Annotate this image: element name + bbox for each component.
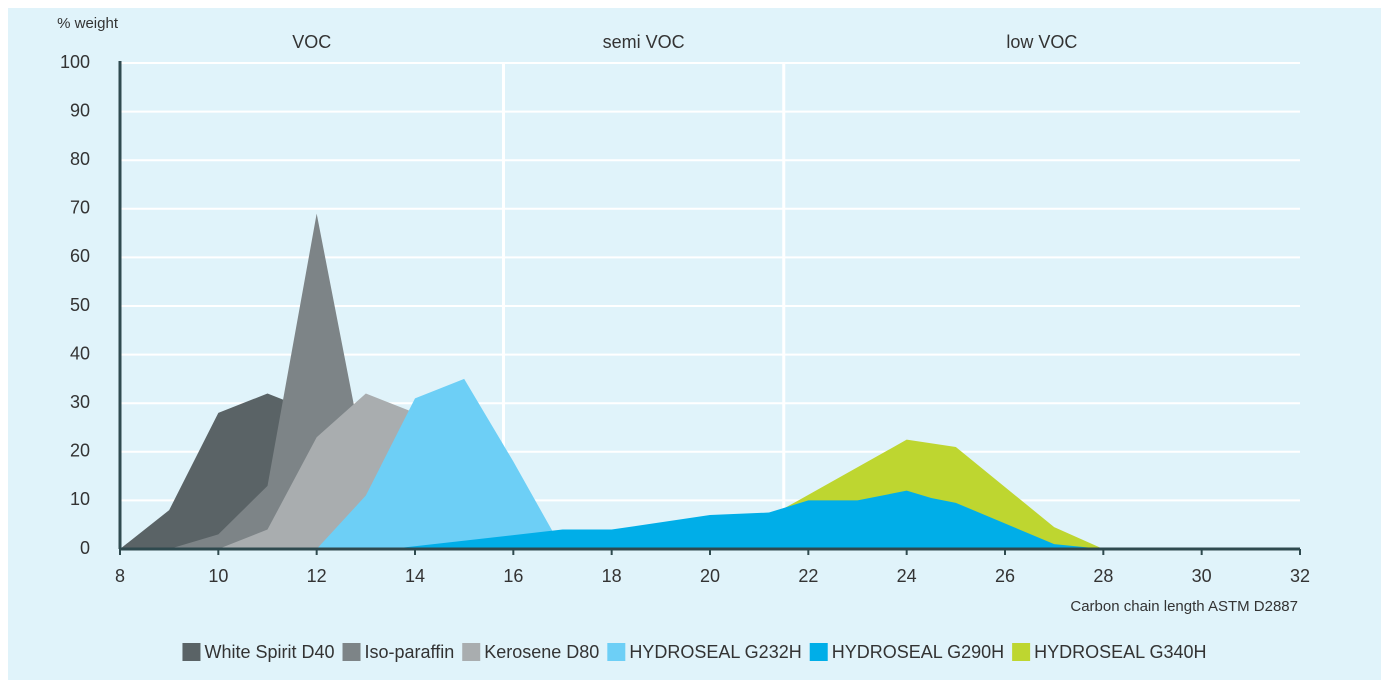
area xyxy=(390,490,1104,549)
legend-swatch xyxy=(1012,643,1031,661)
x-tick-label: 26 xyxy=(995,566,1015,586)
x-tick-label: 12 xyxy=(307,566,327,586)
y-tick-label: 40 xyxy=(70,343,90,363)
y-tick-label: 70 xyxy=(70,198,90,218)
region-label: VOC xyxy=(292,32,331,52)
legend-item: Kerosene D80 xyxy=(462,642,599,662)
x-axis-title: Carbon chain length ASTM D2887 xyxy=(1070,598,1298,615)
legend-swatch xyxy=(182,643,201,661)
x-tick-label: 24 xyxy=(897,566,917,586)
x-tick-label: 16 xyxy=(503,566,523,586)
y-tick-label: 90 xyxy=(70,100,90,120)
x-tick-label: 30 xyxy=(1192,566,1212,586)
y-tick-label: 80 xyxy=(70,149,90,169)
legend-label: Kerosene D80 xyxy=(484,642,599,662)
x-tick-label: 20 xyxy=(700,566,720,586)
x-tick-label: 8 xyxy=(115,566,125,586)
y-tick-label: 0 xyxy=(80,538,90,558)
region-label: low VOC xyxy=(1006,32,1077,52)
areas xyxy=(120,213,1104,549)
legend-swatch xyxy=(342,643,361,661)
y-tick-label: 50 xyxy=(70,295,90,315)
legend-label: HYDROSEAL G232H xyxy=(629,642,801,662)
x-tick-label: 18 xyxy=(602,566,622,586)
background xyxy=(8,8,1381,680)
y-tick-label: 30 xyxy=(70,392,90,412)
x-tick-label: 28 xyxy=(1093,566,1113,586)
y-tick-label: 100 xyxy=(60,52,90,72)
y-tick-label: 60 xyxy=(70,246,90,266)
x-tick-label: 22 xyxy=(798,566,818,586)
legend-swatch xyxy=(607,643,626,661)
y-tick-label: 10 xyxy=(70,489,90,509)
legend-label: HYDROSEAL G340H xyxy=(1034,642,1206,662)
x-tick-label: 14 xyxy=(405,566,425,586)
area xyxy=(316,378,563,549)
y-axis-title: % weight xyxy=(57,15,119,32)
y-tick-label: 20 xyxy=(70,441,90,461)
legend-item: White Spirit D40 xyxy=(182,642,335,662)
legend-item: Iso-paraffin xyxy=(342,642,455,662)
legend: White Spirit D40 Iso-paraffin Kerosene D80… xyxy=(182,642,1207,662)
x-tick-label: 32 xyxy=(1290,566,1310,586)
x-tick-label: 10 xyxy=(208,566,228,586)
legend-label: Iso-paraffin xyxy=(365,642,455,662)
legend-item: HYDROSEAL G232H xyxy=(607,642,802,662)
legend-label: HYDROSEAL G290H xyxy=(832,642,1004,662)
legend-item: HYDROSEAL G340H xyxy=(1012,642,1207,662)
legend-item: HYDROSEAL G290H xyxy=(809,642,1004,662)
legend-label: White Spirit D40 xyxy=(204,642,334,662)
axes: 0 10 20 30 40 50 60 70 80 90 100 8 10 12 14 16 18 20 22 24 2… xyxy=(60,32,1310,586)
legend-swatch xyxy=(462,643,481,661)
legend-swatch xyxy=(809,643,828,661)
region-label: semi VOC xyxy=(603,32,685,52)
